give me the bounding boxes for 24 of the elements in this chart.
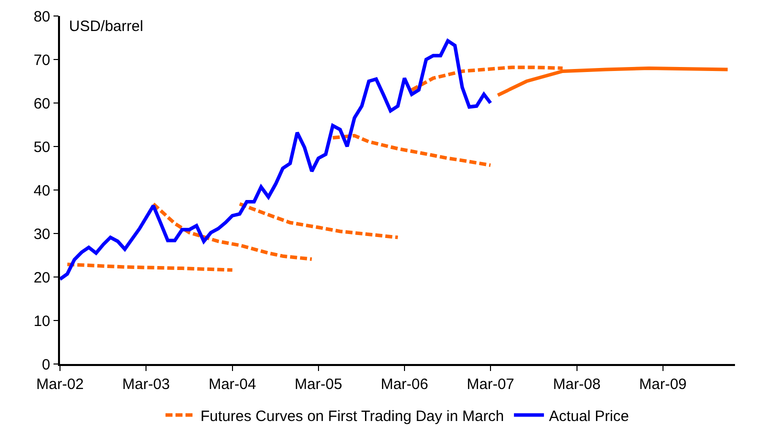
x-tick-label: Mar-02 [36, 376, 84, 393]
y-tick-label: 20 [34, 269, 50, 286]
y-tick-label: 0 [42, 356, 50, 374]
x-tick-label: Mar-06 [380, 376, 428, 393]
legend-label: Futures Curves on First Trading Day in March [200, 408, 504, 425]
y-tick-label: 70 [34, 52, 50, 69]
y-tick-label: 30 [34, 226, 50, 243]
y-axis-title: USD/barrel [69, 18, 144, 35]
x-tick-label: Mar-03 [122, 376, 170, 393]
line-series [238, 202, 400, 240]
line-series [331, 134, 492, 167]
x-tick-label: Mar-04 [208, 376, 256, 393]
y-tick-label: 60 [34, 95, 50, 112]
line-series [152, 202, 314, 261]
x-tick-label: Mar-09 [639, 376, 687, 393]
x-tick-label: Mar-07 [466, 376, 514, 393]
legend-label: Actual Price [548, 408, 629, 425]
line-series [60, 39, 492, 281]
x-tick-label: Mar-05 [294, 376, 342, 393]
y-tick-label: 40 [34, 182, 50, 200]
y-tick-label: 50 [34, 138, 50, 156]
x-tick-label: Mar-08 [553, 376, 601, 393]
y-tick-label: 10 [34, 312, 50, 330]
y-tick-label: 80 [34, 8, 50, 26]
